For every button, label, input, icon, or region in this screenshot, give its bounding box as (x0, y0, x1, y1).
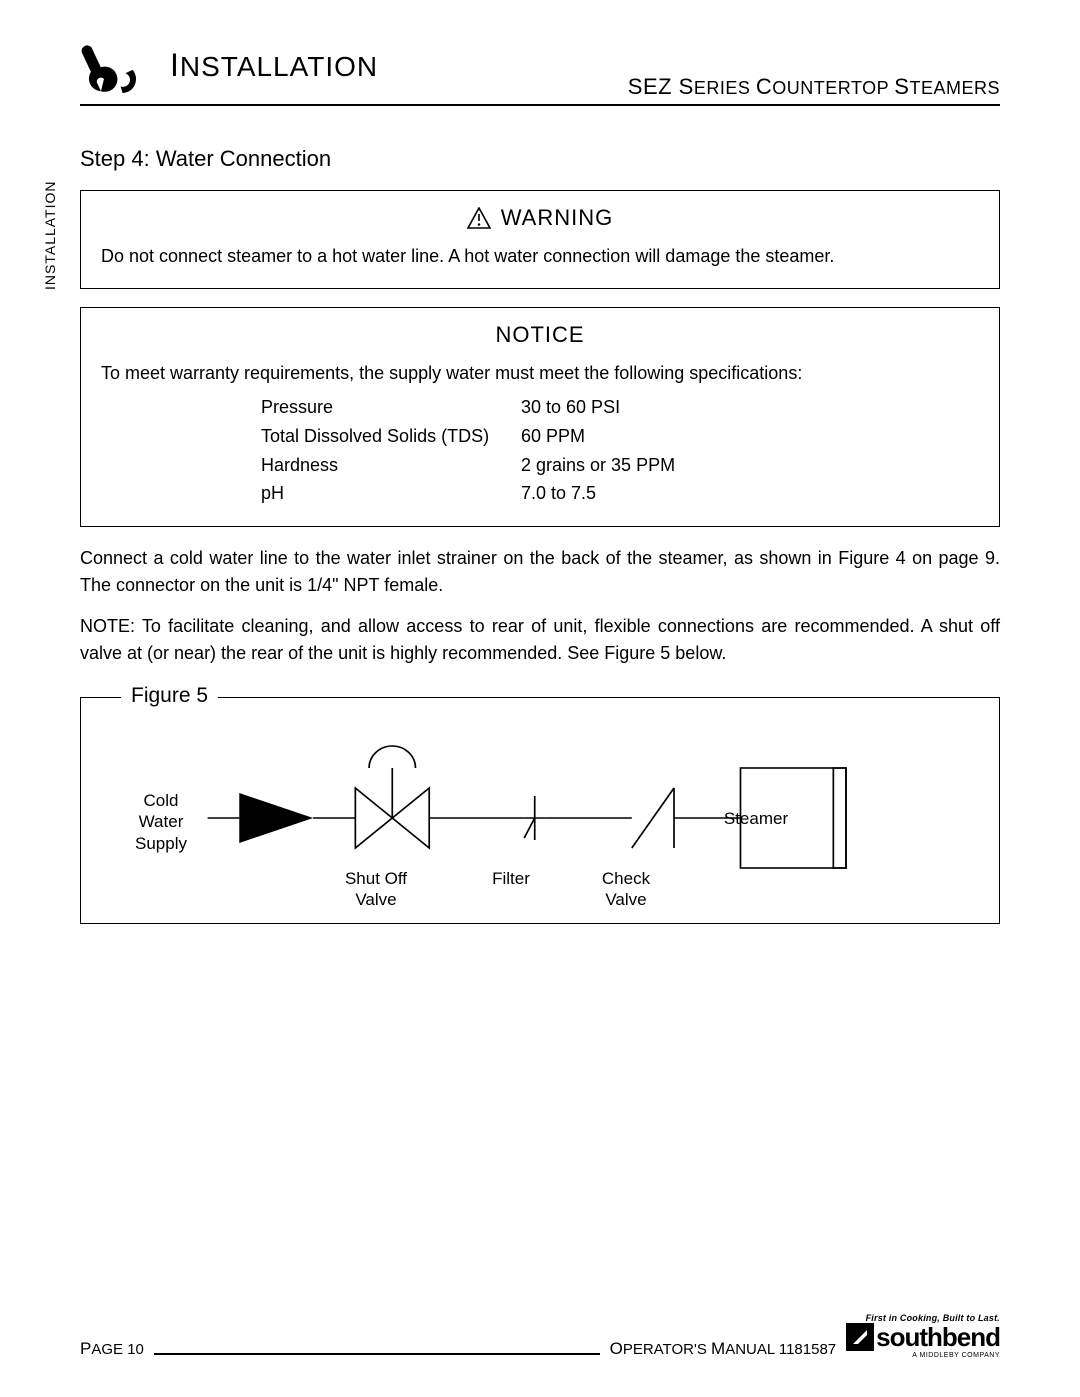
product-title-part: S (894, 74, 909, 99)
side-tab-label: INSTALLATION (42, 180, 58, 290)
label-cold-water: ColdWaterSupply (121, 790, 201, 854)
footer-page-cap: P (80, 1339, 91, 1358)
brand-logo-row: southbend (846, 1323, 1000, 1351)
spec-label: Pressure (261, 393, 521, 422)
footer-manual-part: 1181587 (775, 1341, 836, 1358)
header-left: INSTALLATION (80, 30, 378, 100)
paragraph-1: Connect a cold water line to the water i… (80, 545, 1000, 599)
footer-manual-part: S (697, 1341, 707, 1358)
page-footer: PAGE 10 OPERATOR'S MANUAL 1181587 First … (80, 1314, 1000, 1359)
paragraph-2: NOTE: To facilitate cleaning, and allow … (80, 613, 1000, 667)
spec-value: 7.0 to 7.5 (521, 479, 596, 508)
spec-label: pH (261, 479, 521, 508)
brand-name: southbend (876, 1324, 1000, 1350)
footer-manual-part: M (711, 1339, 725, 1358)
warning-icon (467, 207, 491, 229)
spec-row: Pressure 30 to 60 PSI (261, 393, 979, 422)
spec-label: Hardness (261, 451, 521, 480)
footer-manual-part: ANUAL (725, 1341, 774, 1358)
page-header: INSTALLATION SEZ SERIES COUNTERTOP STEAM… (80, 30, 1000, 100)
label-shutoff: Shut OffValve (331, 868, 421, 911)
brand-logo: First in Cooking, Built to Last. southbe… (846, 1314, 1000, 1359)
figure-5: Figure 5 ColdWaterSupply Shut OffValve F… (80, 697, 1000, 924)
content: Step 4: Water Connection WARNING Do not … (80, 146, 1000, 924)
wrench-icon (80, 30, 150, 100)
spec-value: 2 grains or 35 PPM (521, 451, 675, 480)
section-title-cap: I (170, 47, 180, 83)
footer-manual-part: PERATOR (623, 1341, 694, 1358)
brand-subline: A MIDDLEBY COMPANY (912, 1352, 1000, 1359)
notice-box: NOTICE To meet warranty requirements, th… (80, 307, 1000, 527)
spec-row: pH 7.0 to 7.5 (261, 479, 979, 508)
product-title-part: OUNTERTOP (772, 78, 894, 98)
section-title: INSTALLATION (170, 47, 378, 84)
label-filter: Filter (486, 868, 536, 889)
section-title-rest: NSTALLATION (180, 51, 378, 82)
warning-title-row: WARNING (101, 205, 979, 231)
footer-page-rest: AGE (91, 1341, 123, 1358)
label-steamer: Steamer (716, 808, 796, 829)
footer-page: PAGE 10 (80, 1339, 144, 1359)
figure-diagram (81, 698, 999, 923)
notice-intro: To meet warranty requirements, the suppl… (101, 360, 979, 387)
footer-rule (154, 1353, 600, 1355)
page: INSTALLATION SEZ SERIES COUNTERTOP STEAM… (0, 0, 1080, 1397)
step-heading: Step 4: Water Connection (80, 146, 1000, 172)
warning-title: WARNING (501, 205, 614, 231)
brand-mark-icon (846, 1323, 874, 1351)
product-title-part: TEAMERS (909, 78, 1000, 98)
notice-title: NOTICE (495, 322, 584, 348)
spec-row: Total Dissolved Solids (TDS) 60 PPM (261, 422, 979, 451)
product-title-part: ERIES (694, 78, 756, 98)
product-title-part: SEZ S (628, 74, 694, 99)
warning-box: WARNING Do not connect steamer to a hot … (80, 190, 1000, 289)
label-check: CheckValve (591, 868, 661, 911)
footer-manual: OPERATOR'S MANUAL 1181587 (610, 1339, 837, 1359)
footer-page-num: 10 (123, 1341, 144, 1358)
notice-title-row: NOTICE (101, 322, 979, 348)
spec-value: 60 PPM (521, 422, 585, 451)
spec-row: Hardness 2 grains or 35 PPM (261, 451, 979, 480)
spec-list: Pressure 30 to 60 PSI Total Dissolved So… (101, 393, 979, 508)
product-title-part: C (756, 74, 772, 99)
footer-manual-part: O (610, 1339, 623, 1358)
product-title: SEZ SERIES COUNTERTOP STEAMERS (628, 74, 1000, 100)
header-rule (80, 104, 1000, 106)
spec-value: 30 to 60 PSI (521, 393, 620, 422)
spec-label: Total Dissolved Solids (TDS) (261, 422, 521, 451)
warning-text: Do not connect steamer to a hot water li… (101, 243, 979, 270)
